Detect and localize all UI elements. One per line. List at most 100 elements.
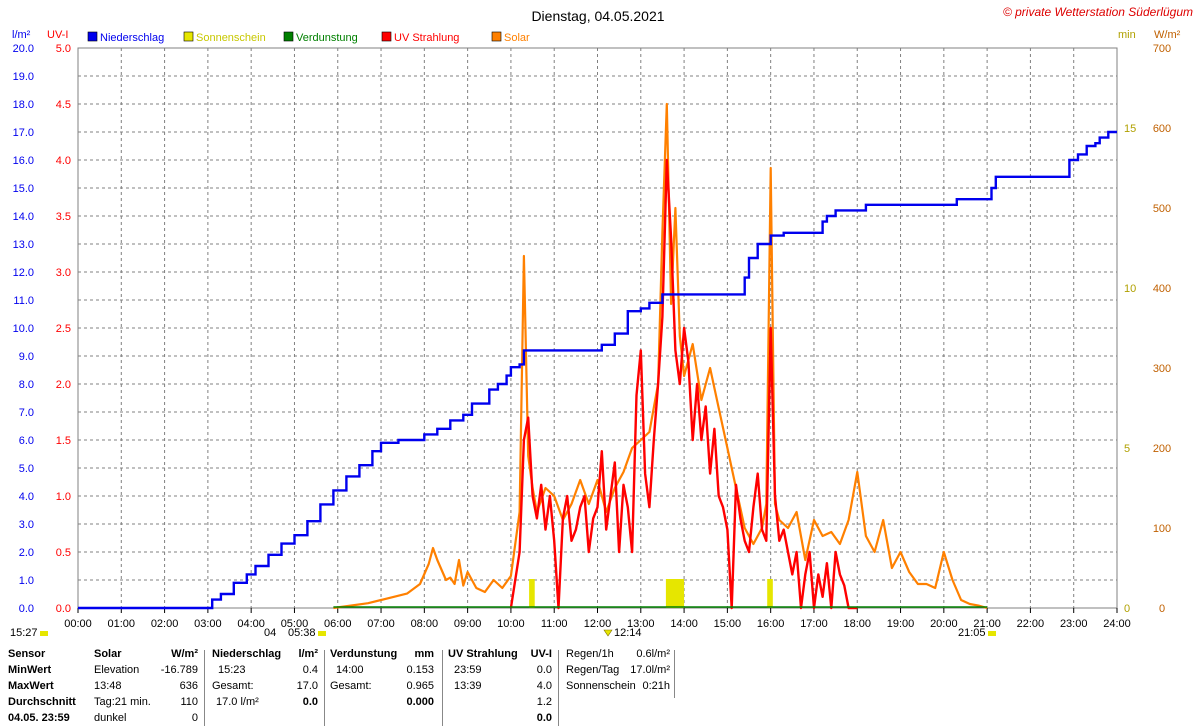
- uv-tick-label: 1.0: [56, 491, 71, 503]
- separator: [324, 650, 325, 726]
- x-tick-label: 15:00: [714, 618, 742, 630]
- legend-swatch: [183, 31, 194, 42]
- evap-unit: mm: [414, 648, 434, 660]
- precip-tick-label: 13.0: [13, 239, 34, 251]
- sunshine-bar: [529, 579, 535, 608]
- chart-title: Dienstag, 04.05.2021: [531, 8, 664, 24]
- summary-verdunstung: Verdunstung mm 14:00 0.153 Gesamt: 0.965 0.…: [330, 646, 434, 726]
- label-minwert: MinWert: [8, 664, 52, 676]
- uv-tick-label: 0.5: [56, 547, 71, 559]
- sun-marker: [40, 631, 48, 636]
- solar-r0-value: -16.789: [160, 664, 198, 676]
- uv-r1-label: 13:39: [454, 680, 482, 692]
- solar-r0-label: Elevation: [94, 664, 140, 676]
- legend-swatch: [283, 31, 294, 42]
- sunshine-bar: [665, 579, 685, 608]
- solar-tick-label: 400: [1153, 283, 1171, 295]
- uv-unit: UV-I: [530, 648, 552, 660]
- solar-tick-label: 200: [1153, 443, 1171, 455]
- x-tick-label: 04:00: [237, 618, 265, 630]
- x-tick-label: 09:00: [454, 618, 482, 630]
- uv-tick-label: 2.5: [56, 323, 71, 335]
- uv-r1-value: 4.0: [536, 680, 552, 692]
- solar-tick-label: 100: [1153, 523, 1171, 535]
- precip-r3-label: 17.0 l/m²: [216, 696, 259, 708]
- sunshine-bar: [767, 579, 773, 608]
- precip-tick-label: 12.0: [13, 267, 34, 279]
- precip-tick-label: 9.0: [19, 351, 34, 363]
- legend: Niederschlag Sonnenschein Verdunstung UV St…: [87, 31, 530, 44]
- marker-sunset: 21:05: [958, 627, 986, 639]
- legend-label: Niederschlag: [100, 32, 164, 44]
- minutes-tick-label: 15: [1124, 123, 1136, 135]
- sunshine-bars: [529, 579, 773, 608]
- minutes-tick-label: 10: [1124, 283, 1136, 295]
- uv-tick-label: 2.0: [56, 379, 71, 391]
- evap-r1-label: 14:00: [336, 664, 364, 676]
- precip-title: Niederschlag: [212, 648, 282, 660]
- legend-label: Solar: [504, 32, 530, 44]
- uv-r0-label: 23:59: [454, 664, 482, 676]
- x-tick-label: 01:00: [108, 618, 136, 630]
- minutes-tick-label: 5: [1124, 443, 1130, 455]
- marker-04: 04: [264, 627, 276, 639]
- precip-tick-label: 15.0: [13, 183, 34, 195]
- x-tick-label: 24:00: [1103, 618, 1131, 630]
- x-tick-label: 02:00: [151, 618, 179, 630]
- precip-tick-label: 19.0: [13, 71, 34, 83]
- summary-uv: UV Strahlung UV-I 23:59 0.0 13:39 4.0 1.2 0…: [448, 646, 552, 726]
- regen-r0-value: 0.6l/m²: [636, 648, 670, 660]
- solar-unit: W/m²: [171, 648, 198, 660]
- precip-tick-label: 10.0: [13, 323, 34, 335]
- x-tick-label: 00:00: [64, 618, 92, 630]
- solar-tick-label: 700: [1153, 43, 1171, 55]
- x-tick-label: 16:00: [757, 618, 785, 630]
- x-tick-label: 18:00: [843, 618, 871, 630]
- series-layer: [78, 102, 1117, 610]
- precip-line: [78, 130, 1117, 610]
- unit-uv-label: UV-I: [47, 29, 68, 41]
- precip-unit: l/m²: [298, 648, 318, 660]
- x-tick-label: 03:00: [194, 618, 222, 630]
- evap-r2-value: 0.965: [406, 680, 434, 692]
- precip-tick-label: 1.0: [19, 575, 34, 587]
- precip-tick-label: 0.0: [19, 603, 34, 615]
- separator: [442, 650, 443, 726]
- solar-r2-value: 110: [180, 696, 198, 708]
- uv-r2-value: 1.2: [536, 696, 552, 708]
- precip-tick-label: 2.0: [19, 547, 34, 559]
- evap-r3-value: 0.000: [406, 696, 434, 708]
- summary-regen: Regen/1h 0.6l/m² Regen/Tag 17.0l/m² Sonnen…: [566, 646, 670, 726]
- x-tick-label: 05:00: [281, 618, 309, 630]
- x-tick-label: 13:00: [627, 618, 655, 630]
- precip-tick-label: 5.0: [19, 463, 34, 475]
- time-markers: 15:27 04 05:38 12:14 21:05: [10, 627, 996, 639]
- uv-tick-label: 4.0: [56, 155, 71, 167]
- evap-title: Verdunstung: [330, 648, 398, 660]
- grid: [77, 47, 1118, 609]
- uv-tick-label: 3.5: [56, 211, 71, 223]
- uv-tick-label: 0.0: [56, 603, 71, 615]
- precip-r3-value: 0.0: [302, 696, 318, 708]
- solar-tick-label: 500: [1153, 203, 1171, 215]
- precip-tick-label: 18.0: [13, 99, 34, 111]
- solar-title: Solar: [94, 648, 122, 660]
- x-tick-label: 07:00: [367, 618, 395, 630]
- legend-label: Verdunstung: [296, 32, 358, 44]
- regen-r0-label: Regen/1h: [566, 648, 614, 660]
- precip-tick-label: 20.0: [13, 43, 34, 55]
- solar-r2-label: Tag:21 min.: [94, 696, 151, 708]
- solar-r1-label: 13:48: [94, 680, 122, 692]
- uv-tick-label: 4.5: [56, 99, 71, 111]
- evap-r2-label: Gesamt:: [330, 680, 372, 692]
- minutes-tick-label: 0: [1124, 603, 1130, 615]
- legend-swatch: [491, 31, 502, 42]
- summary-row-labels: Sensor MinWert MaxWert Durchschnitt 04.0…: [8, 646, 90, 726]
- unit-precip-label: l/m²: [12, 29, 31, 41]
- solar-tick-label: 300: [1153, 363, 1171, 375]
- uv-r3-value: 0.0: [536, 712, 552, 724]
- x-tick-label: 21:00: [973, 618, 1001, 630]
- legend-swatch: [87, 31, 98, 42]
- x-tick-label: 20:00: [930, 618, 958, 630]
- sun-marker: [318, 631, 326, 636]
